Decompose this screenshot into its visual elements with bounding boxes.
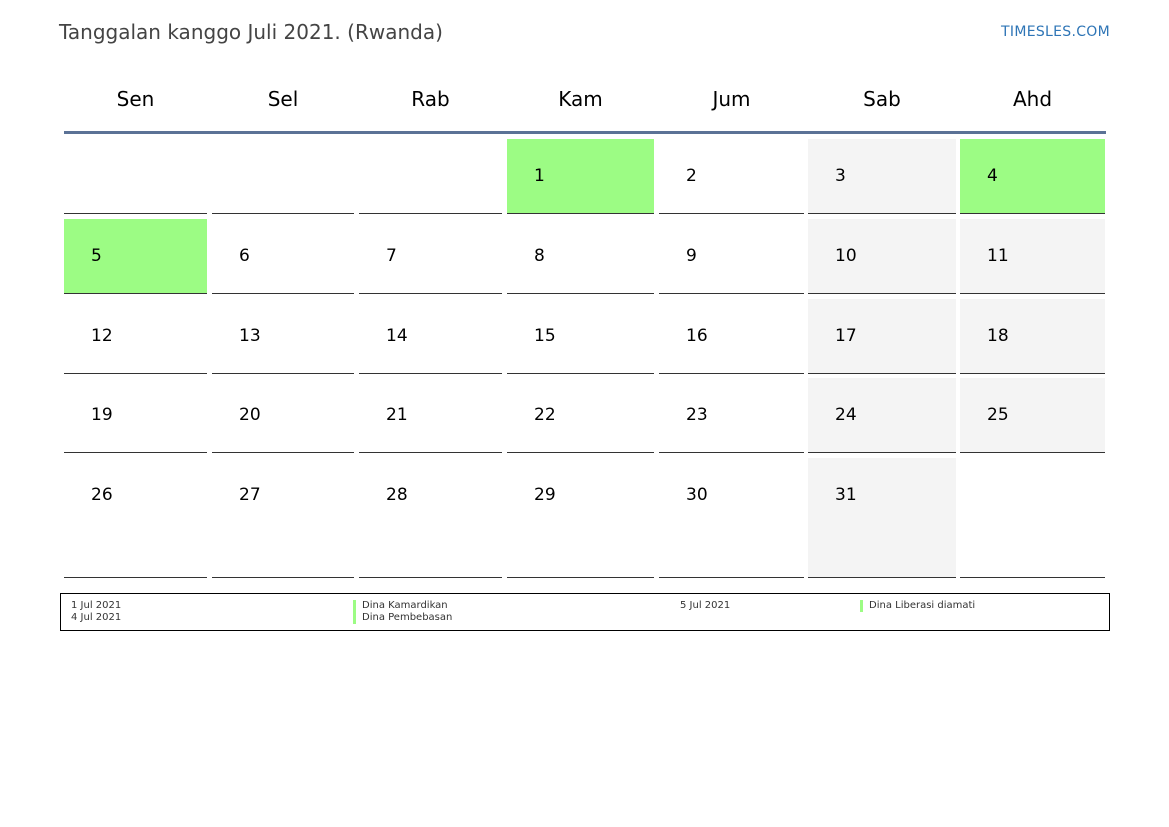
day-number: 24: [835, 405, 857, 425]
day-cell: 2: [659, 139, 804, 214]
weekday-label: Sab: [863, 87, 901, 111]
weekday-label: Sel: [267, 87, 299, 111]
weekday-label: Jum: [712, 87, 751, 111]
day-number: 1: [534, 166, 545, 186]
day-cell: 28: [359, 458, 502, 578]
day-number: 9: [686, 246, 697, 266]
legend-date: 5 Jul 2021: [680, 600, 731, 611]
day-number: 21: [386, 405, 408, 425]
legend-holiday-name: Dina Liberasi diamati: [860, 600, 975, 612]
weekday-label: Rab: [411, 87, 450, 111]
day-cell: 11: [960, 219, 1105, 294]
day-number: 19: [91, 405, 113, 425]
day-number: 17: [835, 326, 857, 346]
weekday-label: Ahd: [1012, 87, 1053, 111]
day-cell: 1: [507, 139, 654, 214]
day-cell: 10: [808, 219, 956, 294]
day-cell: 19: [64, 378, 207, 453]
weekday-label: Kam: [558, 87, 603, 111]
day-number: 6: [239, 246, 250, 266]
day-number: 25: [987, 405, 1009, 425]
day-cell: 26: [64, 458, 207, 578]
day-cell: 8: [507, 219, 654, 294]
day-number: 27: [239, 485, 261, 505]
holiday-legend: 1 Jul 2021 Dina Kamardikan 4 Jul 2021 Di…: [60, 593, 1110, 631]
day-number: 12: [91, 326, 113, 346]
day-number: 8: [534, 246, 545, 266]
day-number: 5: [91, 246, 102, 266]
day-cell: 7: [359, 219, 502, 294]
day-cell: 9: [659, 219, 804, 294]
day-cell: 23: [659, 378, 804, 453]
legend-holiday-name: Dina Kamardikan: [353, 600, 448, 612]
day-cell: 15: [507, 299, 654, 374]
day-cell: 21: [359, 378, 502, 453]
day-cell: 16: [659, 299, 804, 374]
day-cell: 30: [659, 458, 804, 578]
day-cell: 5: [64, 219, 207, 294]
day-number: 18: [987, 326, 1009, 346]
day-cell: 22: [507, 378, 654, 453]
day-cell: 31: [808, 458, 956, 578]
day-number: 10: [835, 246, 857, 266]
day-cell: 13: [212, 299, 354, 374]
day-number: 2: [686, 166, 697, 186]
empty-cell: [960, 458, 1105, 578]
legend-date: 1 Jul 2021: [71, 600, 122, 611]
day-cell: 20: [212, 378, 354, 453]
day-cell: 12: [64, 299, 207, 374]
brand-link[interactable]: TIMESLES.COM: [1001, 24, 1110, 40]
day-number: 20: [239, 405, 261, 425]
legend-date: 4 Jul 2021: [71, 612, 122, 623]
legend-holiday-name: Dina Pembebasan: [353, 612, 452, 624]
day-cell: 18: [960, 299, 1105, 374]
day-number: 13: [239, 326, 261, 346]
day-cell: 14: [359, 299, 502, 374]
day-number: 11: [987, 246, 1009, 266]
day-cell: 17: [808, 299, 956, 374]
header-divider: [64, 131, 1106, 134]
day-number: 15: [534, 326, 556, 346]
page-title: Tanggalan kanggo Juli 2021. (Rwanda): [59, 20, 443, 44]
empty-cell: [64, 139, 207, 214]
day-cell: 27: [212, 458, 354, 578]
day-number: 7: [386, 246, 397, 266]
empty-cell: [212, 139, 354, 214]
empty-cell: [359, 139, 502, 214]
weekday-label: Sen: [116, 87, 155, 111]
day-number: 14: [386, 326, 408, 346]
day-cell: 6: [212, 219, 354, 294]
day-number: 4: [987, 166, 998, 186]
day-number: 29: [534, 485, 556, 505]
day-cell: 24: [808, 378, 956, 453]
day-number: 23: [686, 405, 708, 425]
day-number: 3: [835, 166, 846, 186]
day-cell: 29: [507, 458, 654, 578]
day-cell: 4: [960, 139, 1105, 214]
day-number: 22: [534, 405, 556, 425]
day-cell: 25: [960, 378, 1105, 453]
day-number: 28: [386, 485, 408, 505]
day-number: 30: [686, 485, 708, 505]
day-number: 26: [91, 485, 113, 505]
day-number: 16: [686, 326, 708, 346]
day-number: 31: [835, 485, 857, 505]
weekday-header-row: Sen Sel Rab Kam Jum Sab Ahd: [64, 84, 1106, 114]
day-cell: 3: [808, 139, 956, 214]
